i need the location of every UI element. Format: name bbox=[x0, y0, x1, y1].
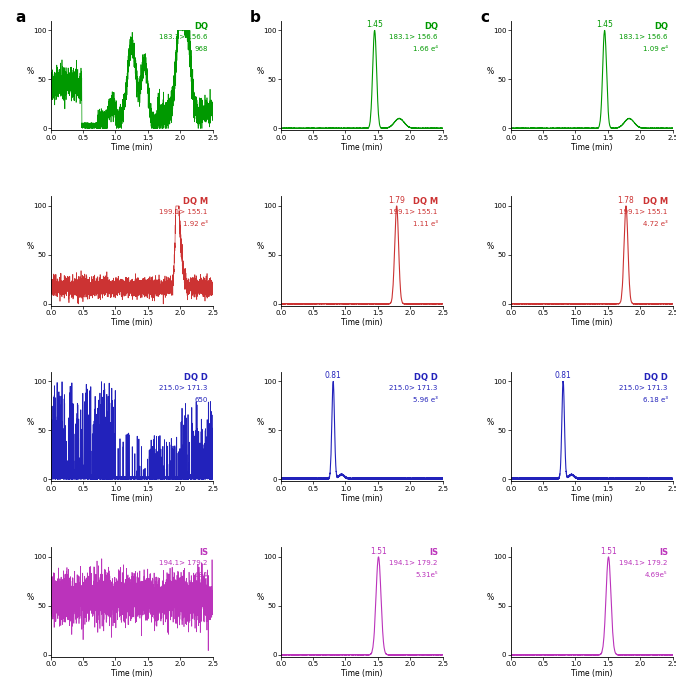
X-axis label: Time (min): Time (min) bbox=[341, 143, 383, 152]
Y-axis label: %: % bbox=[257, 593, 264, 602]
Y-axis label: %: % bbox=[26, 242, 34, 251]
Y-axis label: %: % bbox=[257, 417, 264, 426]
Text: 650: 650 bbox=[195, 397, 208, 403]
X-axis label: Time (min): Time (min) bbox=[571, 318, 612, 327]
X-axis label: Time (min): Time (min) bbox=[341, 493, 383, 502]
Text: 1.51: 1.51 bbox=[600, 546, 617, 555]
Text: 1.66 e⁴: 1.66 e⁴ bbox=[413, 46, 438, 52]
Text: DQ: DQ bbox=[194, 22, 208, 31]
Text: 199.1> 155.1: 199.1> 155.1 bbox=[160, 209, 208, 215]
Text: 199.1> 155.1: 199.1> 155.1 bbox=[619, 209, 668, 215]
Text: DQ D: DQ D bbox=[184, 373, 208, 382]
Text: 1.92 e³: 1.92 e³ bbox=[183, 221, 208, 228]
Text: DQ D: DQ D bbox=[644, 373, 668, 382]
Text: 183.1> 156.6: 183.1> 156.6 bbox=[160, 34, 208, 40]
Y-axis label: %: % bbox=[487, 417, 493, 426]
Text: 183.1> 156.6: 183.1> 156.6 bbox=[619, 34, 668, 40]
Text: 6.18 e³: 6.18 e³ bbox=[643, 397, 668, 403]
Text: 1.09 e⁴: 1.09 e⁴ bbox=[643, 46, 668, 52]
Text: 968: 968 bbox=[194, 46, 208, 52]
X-axis label: Time (min): Time (min) bbox=[571, 143, 612, 152]
Y-axis label: %: % bbox=[26, 66, 34, 75]
Text: 1.11 e³: 1.11 e³ bbox=[413, 221, 438, 228]
Text: 194.1> 179.2: 194.1> 179.2 bbox=[160, 560, 208, 566]
Text: 183.1> 156.6: 183.1> 156.6 bbox=[389, 34, 438, 40]
Y-axis label: %: % bbox=[487, 242, 493, 251]
X-axis label: Time (min): Time (min) bbox=[111, 493, 152, 502]
X-axis label: Time (min): Time (min) bbox=[111, 318, 152, 327]
Text: 1.79: 1.79 bbox=[388, 195, 405, 204]
Text: 194.1> 179.2: 194.1> 179.2 bbox=[389, 560, 438, 566]
Y-axis label: %: % bbox=[257, 66, 264, 75]
Text: 5.31e⁵: 5.31e⁵ bbox=[415, 573, 438, 578]
Text: 215.0> 171.3: 215.0> 171.3 bbox=[619, 385, 668, 391]
Text: DQ M: DQ M bbox=[643, 197, 668, 206]
Text: DQ D: DQ D bbox=[414, 373, 438, 382]
X-axis label: Time (min): Time (min) bbox=[341, 669, 383, 678]
Text: 1.78: 1.78 bbox=[618, 195, 634, 204]
Text: DQ: DQ bbox=[654, 22, 668, 31]
X-axis label: Time (min): Time (min) bbox=[111, 669, 152, 678]
Y-axis label: %: % bbox=[487, 66, 493, 75]
Text: 5.96 e³: 5.96 e³ bbox=[413, 397, 438, 403]
Text: IS: IS bbox=[658, 549, 668, 558]
Text: 4.69e⁵: 4.69e⁵ bbox=[645, 573, 668, 578]
Text: a: a bbox=[15, 10, 26, 25]
Y-axis label: %: % bbox=[26, 593, 34, 602]
X-axis label: Time (min): Time (min) bbox=[571, 669, 612, 678]
Text: 199.1> 155.1: 199.1> 155.1 bbox=[389, 209, 438, 215]
Text: IS: IS bbox=[429, 549, 438, 558]
Text: DQ M: DQ M bbox=[183, 197, 208, 206]
Text: 1.51: 1.51 bbox=[370, 546, 387, 555]
Text: 684: 684 bbox=[195, 573, 208, 578]
X-axis label: Time (min): Time (min) bbox=[571, 493, 612, 502]
Y-axis label: %: % bbox=[257, 242, 264, 251]
Text: IS: IS bbox=[199, 549, 208, 558]
Text: 194.1> 179.2: 194.1> 179.2 bbox=[619, 560, 668, 566]
Y-axis label: %: % bbox=[26, 417, 34, 426]
Text: DQ M: DQ M bbox=[412, 197, 438, 206]
Text: 0.81: 0.81 bbox=[555, 371, 571, 380]
X-axis label: Time (min): Time (min) bbox=[341, 318, 383, 327]
Text: 1.45: 1.45 bbox=[596, 20, 613, 29]
Text: 215.0> 171.3: 215.0> 171.3 bbox=[389, 385, 438, 391]
Text: 1.45: 1.45 bbox=[366, 20, 383, 29]
Text: 215.0> 171.3: 215.0> 171.3 bbox=[160, 385, 208, 391]
X-axis label: Time (min): Time (min) bbox=[111, 143, 152, 152]
Text: c: c bbox=[480, 10, 489, 25]
Text: 4.72 e³: 4.72 e³ bbox=[643, 221, 668, 228]
Text: 0.81: 0.81 bbox=[324, 371, 341, 380]
Y-axis label: %: % bbox=[487, 593, 493, 602]
Text: b: b bbox=[250, 10, 261, 25]
Text: DQ: DQ bbox=[424, 22, 438, 31]
